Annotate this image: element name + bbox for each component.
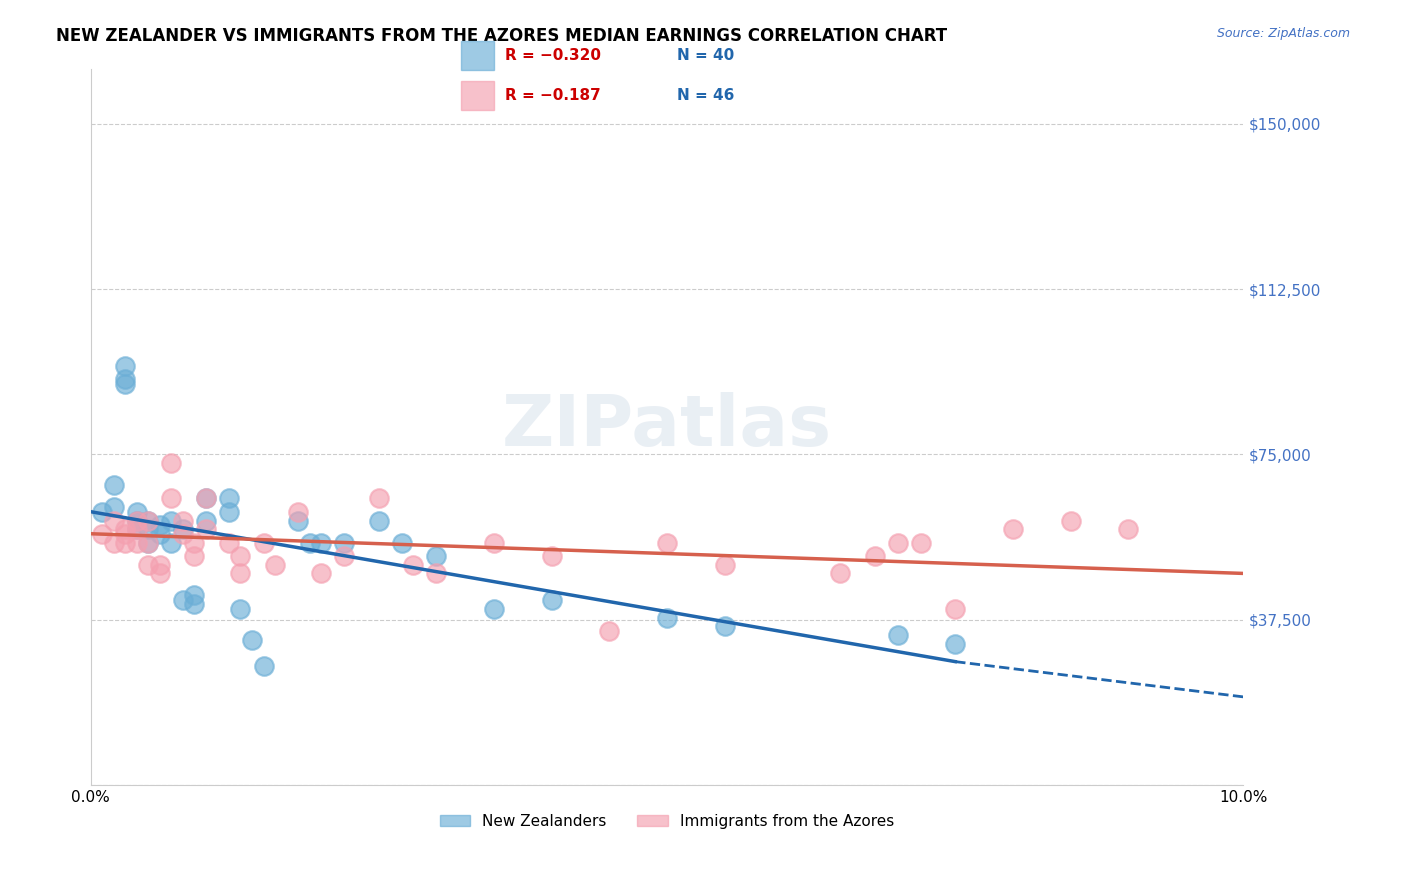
Point <box>1059 514 1081 528</box>
Point <box>194 491 217 506</box>
Point <box>149 558 172 572</box>
Point <box>886 535 908 549</box>
Point <box>160 491 183 506</box>
Point <box>252 659 274 673</box>
Point <box>114 376 136 391</box>
Point <box>160 535 183 549</box>
Point <box>910 535 932 549</box>
Point <box>91 505 114 519</box>
Point <box>194 514 217 528</box>
Point <box>172 526 194 541</box>
Point <box>103 478 125 492</box>
Point <box>264 558 287 572</box>
Point <box>172 593 194 607</box>
Text: N = 40: N = 40 <box>676 48 734 62</box>
Text: R = −0.187: R = −0.187 <box>505 88 600 103</box>
Point <box>943 601 966 615</box>
Point <box>91 526 114 541</box>
Legend: New Zealanders, Immigrants from the Azores: New Zealanders, Immigrants from the Azor… <box>433 807 900 835</box>
Point <box>103 514 125 528</box>
Point <box>482 601 505 615</box>
Point <box>125 522 148 536</box>
Point <box>540 549 562 563</box>
Point <box>114 522 136 536</box>
Point <box>309 535 332 549</box>
Point <box>194 491 217 506</box>
Point <box>367 514 389 528</box>
Point <box>655 535 678 549</box>
Point <box>863 549 886 563</box>
Point <box>149 566 172 581</box>
Point <box>298 535 321 549</box>
Bar <box>461 81 494 110</box>
Point <box>172 514 194 528</box>
Point <box>125 535 148 549</box>
Point <box>125 522 148 536</box>
Point <box>402 558 425 572</box>
Point <box>886 628 908 642</box>
Point <box>287 505 309 519</box>
Text: NEW ZEALANDER VS IMMIGRANTS FROM THE AZORES MEDIAN EARNINGS CORRELATION CHART: NEW ZEALANDER VS IMMIGRANTS FROM THE AZO… <box>56 27 948 45</box>
Point <box>333 549 356 563</box>
Point <box>391 535 413 549</box>
Point <box>1001 522 1024 536</box>
Point <box>149 517 172 532</box>
Point <box>598 624 620 638</box>
Point <box>136 514 159 528</box>
Point <box>183 589 205 603</box>
Point <box>125 514 148 528</box>
Point <box>425 549 447 563</box>
Point <box>229 601 252 615</box>
Point <box>309 566 332 581</box>
Point <box>183 549 205 563</box>
Point <box>160 456 183 470</box>
Point <box>425 566 447 581</box>
Point <box>172 522 194 536</box>
Point <box>136 522 159 536</box>
Point <box>218 505 240 519</box>
Point <box>125 514 148 528</box>
Point <box>713 619 735 633</box>
Point <box>218 491 240 506</box>
Point <box>540 593 562 607</box>
Point <box>114 526 136 541</box>
Point <box>218 535 240 549</box>
Point <box>136 535 159 549</box>
Point <box>252 535 274 549</box>
Point <box>103 535 125 549</box>
Text: N = 46: N = 46 <box>676 88 734 103</box>
Point <box>943 637 966 651</box>
Point <box>655 610 678 624</box>
Point <box>103 500 125 515</box>
Point <box>713 558 735 572</box>
Point <box>287 514 309 528</box>
Point <box>482 535 505 549</box>
Point <box>1116 522 1139 536</box>
Point <box>114 359 136 374</box>
Point <box>229 549 252 563</box>
Point <box>136 558 159 572</box>
Text: ZIPatlas: ZIPatlas <box>502 392 832 461</box>
Point <box>183 535 205 549</box>
Point <box>125 505 148 519</box>
Point <box>136 514 159 528</box>
Point <box>828 566 851 581</box>
Point <box>183 597 205 611</box>
Point <box>240 632 263 647</box>
Point <box>194 522 217 536</box>
Point <box>114 372 136 386</box>
Text: R = −0.320: R = −0.320 <box>505 48 600 62</box>
Point <box>333 535 356 549</box>
Point <box>229 566 252 581</box>
Point <box>136 535 159 549</box>
Point <box>367 491 389 506</box>
Point <box>114 535 136 549</box>
Point <box>149 526 172 541</box>
Bar <box>461 41 494 70</box>
Point <box>160 514 183 528</box>
Text: Source: ZipAtlas.com: Source: ZipAtlas.com <box>1216 27 1350 40</box>
